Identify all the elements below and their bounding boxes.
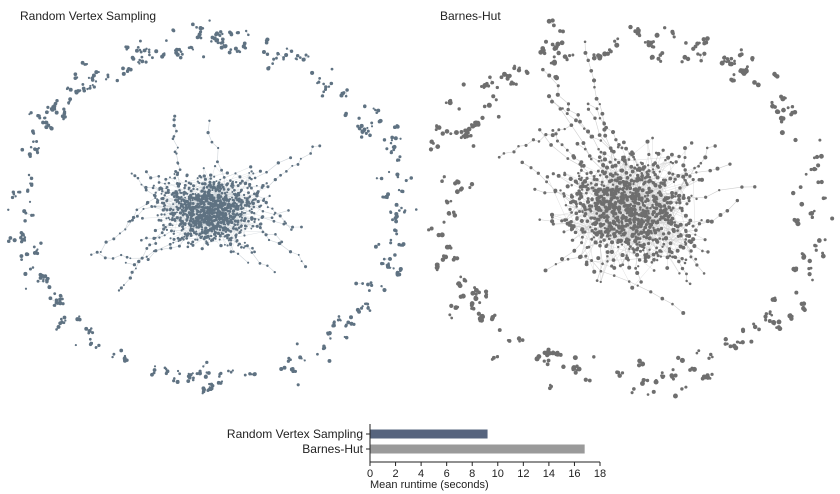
node-layer [6, 19, 418, 395]
x-tick-label-6: 12 [517, 468, 529, 480]
x-tick-label-4: 8 [469, 468, 475, 480]
x-tick-label-9: 18 [594, 468, 606, 480]
rvs-network-graph [6, 19, 418, 395]
x-axis-label: Mean runtime (seconds) [370, 479, 489, 491]
bh-panel-title: Barnes-Hut [440, 9, 501, 23]
x-tick-label-1: 2 [392, 468, 398, 480]
category-label-0: Random Vertex Sampling [227, 427, 363, 441]
category-label-1: Barnes-Hut [302, 442, 363, 456]
x-tick-label-2: 4 [418, 468, 424, 480]
bar-0 [370, 429, 488, 439]
bar-1 [370, 444, 585, 454]
x-axis: 0 2 4 6 8 10 12 14 16 18 [367, 461, 606, 480]
rvs-panel-title: Random Vertex Sampling [20, 9, 157, 23]
x-tick-label-7: 14 [543, 468, 555, 480]
node-layer [427, 18, 835, 399]
x-tick-label-8: 16 [568, 468, 580, 480]
x-tick-label-3: 6 [444, 468, 450, 480]
bh-network-graph [427, 18, 835, 399]
x-tick-label-5: 10 [492, 468, 504, 480]
bars-group [370, 429, 585, 454]
x-tick-label-0: 0 [367, 468, 373, 480]
